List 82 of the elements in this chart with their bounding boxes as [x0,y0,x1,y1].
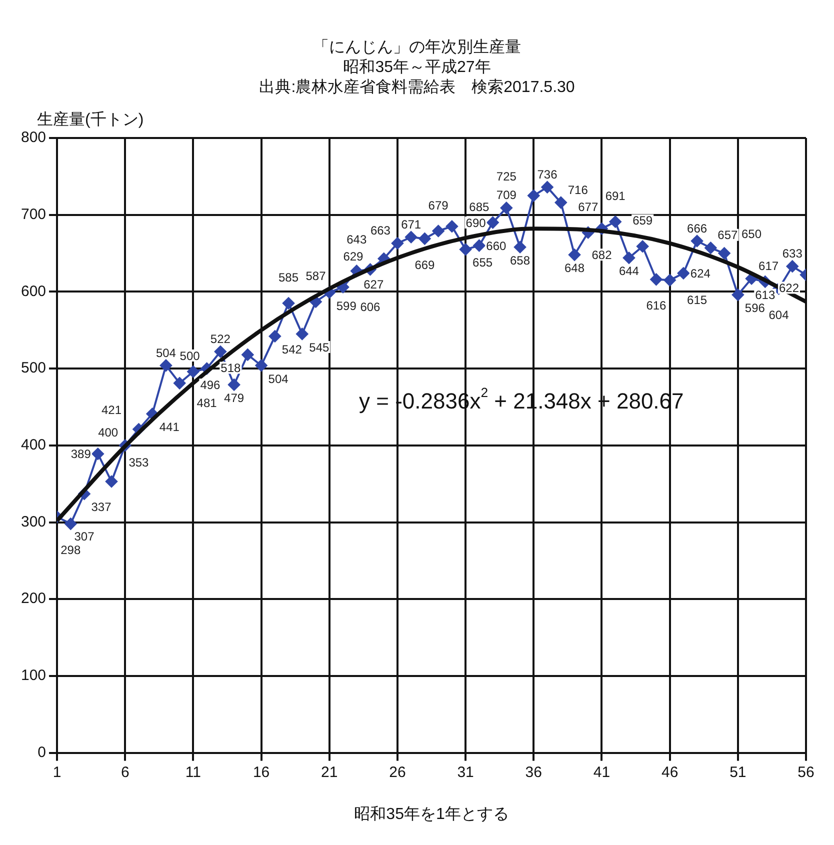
data-label: 617 [758,258,779,273]
y-tick-label: 400 [20,436,46,454]
y-tick-label: 500 [20,360,46,377]
data-label: 627 [364,277,384,292]
source-note: 出典:農林水産省食料需給表 検索2017.5.30 [258,78,576,98]
y-tick-label: 700 [20,206,46,223]
y-axis-title: 生産量(千トン) [37,110,144,128]
y-tick-label: 300 [20,513,46,530]
chart-title: 「にんじん」の年次別生産量 [312,38,522,58]
data-label: 709 [496,188,517,202]
data-label: 496 [200,378,221,392]
data-label: 298 [60,543,81,558]
data-label: 666 [687,221,708,236]
y-tick-label: 200 [20,590,46,608]
x-tick-label: 56 [798,764,814,781]
data-label: 542 [282,342,302,357]
x-tick-label: 6 [120,764,130,781]
data-label: 657 [718,228,738,242]
data-label: 685 [469,200,490,214]
data-label: 622 [778,281,800,296]
data-label: 690 [466,216,486,230]
data-label: 616 [646,298,667,313]
data-label: 481 [196,396,218,410]
x-tick-label: 11 [185,764,201,781]
x-tick-label: 46 [661,764,678,781]
data-label: 613 [755,288,776,302]
data-label: 599 [336,298,357,313]
data-label: 479 [224,391,244,405]
data-label: 716 [568,182,588,197]
data-label: 736 [537,167,558,182]
data-label: 648 [564,261,585,276]
data-label: 624 [690,266,711,281]
data-label: 682 [592,248,612,262]
data-label: 643 [346,232,367,246]
data-label: 585 [278,270,299,285]
y-tick-label: 100 [20,667,46,684]
data-label: 615 [687,292,708,307]
x-tick-label: 51 [730,764,746,781]
x-tick-label: 36 [525,764,542,781]
data-label: 353 [128,455,150,470]
data-label: 725 [496,169,517,184]
data-label: 504 [156,346,176,360]
data-label: 669 [414,258,436,272]
data-label: 441 [159,420,180,434]
data-label: 587 [306,269,326,284]
x-axis-title: 昭和35年を1年とする [354,804,509,823]
x-tick-label: 1 [52,764,62,781]
data-label: 679 [428,198,449,212]
x-tick-label: 16 [252,764,270,781]
data-label: 307 [74,530,95,544]
x-tick-label: 31 [457,764,474,781]
data-label: 337 [91,500,112,514]
data-label: 660 [486,238,507,253]
data-label: 606 [360,300,381,314]
data-label: 671 [401,217,422,232]
data-label: 633 [782,246,803,261]
data-label: 659 [632,214,653,228]
data-label: 522 [210,332,231,346]
data-label: 658 [510,253,530,268]
data-label: 500 [180,348,200,363]
y-tick-label: 800 [20,129,46,146]
x-tick-label: 41 [593,764,610,781]
data-label: 389 [70,447,92,462]
data-label: 691 [605,189,626,204]
x-tick-label: 26 [389,764,406,781]
y-tick-label: 600 [20,282,46,300]
data-label: 644 [618,264,640,278]
x-tick-label: 21 [321,764,338,781]
data-label: 400 [98,426,118,440]
data-label: 596 [744,301,766,316]
data-label: 677 [578,200,598,214]
data-label: 663 [370,224,391,238]
data-label: 650 [741,227,762,242]
data-label: 504 [268,372,289,386]
data-label: 604 [768,308,790,322]
data-label: 655 [472,256,493,270]
data-label: 545 [309,340,330,354]
y-tick-label: 0 [38,744,46,761]
data-label: 518 [220,361,241,376]
data-label: 629 [343,250,364,264]
data-label: 421 [102,403,122,418]
chart-subtitle: 昭和35年～平成27年 [342,58,492,78]
